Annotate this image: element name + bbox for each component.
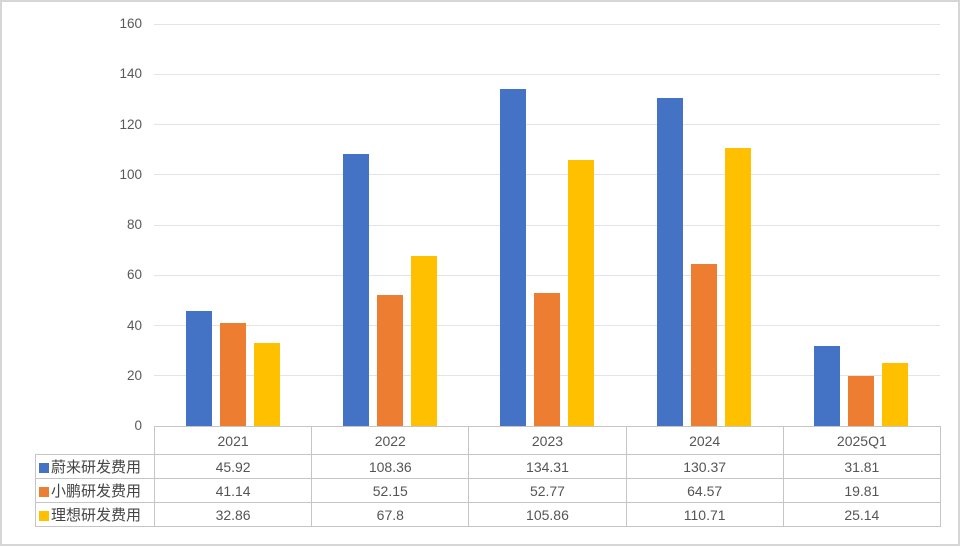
y-axis-tick-label: 100 <box>119 166 142 182</box>
bar <box>882 362 909 426</box>
bar <box>376 294 403 426</box>
table-value-cell: 31.81 <box>782 454 941 479</box>
table-value-cell: 52.15 <box>311 478 470 503</box>
column-header: 2023 <box>468 426 627 455</box>
series-label-cell: 理想研发费用 <box>35 502 155 527</box>
legend-key-icon <box>39 487 49 497</box>
bar <box>725 147 752 426</box>
series-label-cell: 蔚来研发费用 <box>35 454 155 479</box>
series-name: 小鹏研发费用 <box>51 484 142 500</box>
column-header: 2025Q1 <box>782 426 941 455</box>
table-value-cell: 110.71 <box>625 502 784 527</box>
table-row: 理想研发费用 32.86 67.8 105.86 110.71 25.14 <box>35 502 941 527</box>
y-axis-tick-label: 60 <box>126 267 142 283</box>
column-header: 2022 <box>311 426 470 455</box>
table-value-cell: 130.37 <box>625 454 784 479</box>
bar <box>657 98 684 426</box>
table-value-cell: 105.86 <box>468 502 627 527</box>
column-header: 2021 <box>153 426 313 455</box>
bar <box>219 322 246 426</box>
legend-key-icon <box>39 463 49 473</box>
table-value-cell: 67.8 <box>311 502 470 527</box>
bar <box>848 376 875 426</box>
bar <box>814 346 841 426</box>
table-value-cell: 52.77 <box>468 478 627 503</box>
bar <box>253 343 280 426</box>
y-axis-tick-label: 160 <box>119 16 142 31</box>
y-axis-tick-label: 120 <box>119 116 142 132</box>
gridline <box>154 73 940 75</box>
y-axis-tick-label: 20 <box>126 367 142 383</box>
column-header: 2024 <box>625 426 784 455</box>
bar <box>534 293 560 426</box>
bar <box>568 160 594 426</box>
series-label-cell: 小鹏研发费用 <box>35 478 155 503</box>
gridline <box>154 174 940 176</box>
table-value-cell: 32.86 <box>153 502 313 527</box>
y-axis-tick-label: 0 <box>134 418 142 433</box>
table-header-row: 2021 2022 2023 2024 2025Q1 <box>36 426 941 455</box>
series-name: 蔚来研发费用 <box>51 460 142 476</box>
bar <box>500 88 526 426</box>
gridline <box>154 274 940 276</box>
table-value-cell: 45.92 <box>153 454 313 479</box>
y-axis-tick-label: 40 <box>126 317 142 333</box>
bar <box>691 263 718 426</box>
table-row: 小鹏研发费用 41.14 52.15 52.77 64.57 19.81 <box>35 478 941 503</box>
y-axis-tick-label: 80 <box>126 217 142 232</box>
table-value-cell: 134.31 <box>468 454 627 479</box>
series-name: 理想研发费用 <box>51 508 142 524</box>
table-value-cell: 41.14 <box>153 478 313 503</box>
table-value-cell: 64.57 <box>625 478 784 503</box>
gridline <box>154 23 940 25</box>
gridline <box>154 124 940 125</box>
chart-data-table: 2021 2022 2023 2024 2025Q1 蔚来研发费用 45.92 108.36… <box>35 426 941 527</box>
gridline <box>154 224 940 226</box>
table-row: 蔚来研发费用 45.92 108.36 134.31 130.37 31.81 <box>35 454 941 479</box>
table-value-cell: 25.14 <box>782 502 941 527</box>
bar <box>410 255 437 426</box>
table-value-cell: 19.81 <box>782 478 941 503</box>
y-axis-tick-label: 140 <box>119 66 142 82</box>
table-value-cell: 108.36 <box>311 454 470 479</box>
bar <box>342 153 369 426</box>
table-corner-cell <box>36 427 155 455</box>
bar <box>185 310 212 426</box>
legend-key-icon <box>39 511 49 521</box>
